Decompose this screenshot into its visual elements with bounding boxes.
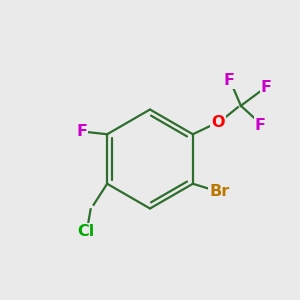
Text: Br: Br: [210, 184, 230, 199]
Text: F: F: [261, 80, 272, 95]
Text: O: O: [212, 115, 225, 130]
Text: F: F: [76, 124, 87, 139]
Text: F: F: [255, 118, 266, 133]
Text: F: F: [224, 73, 234, 88]
Text: Cl: Cl: [77, 224, 95, 239]
